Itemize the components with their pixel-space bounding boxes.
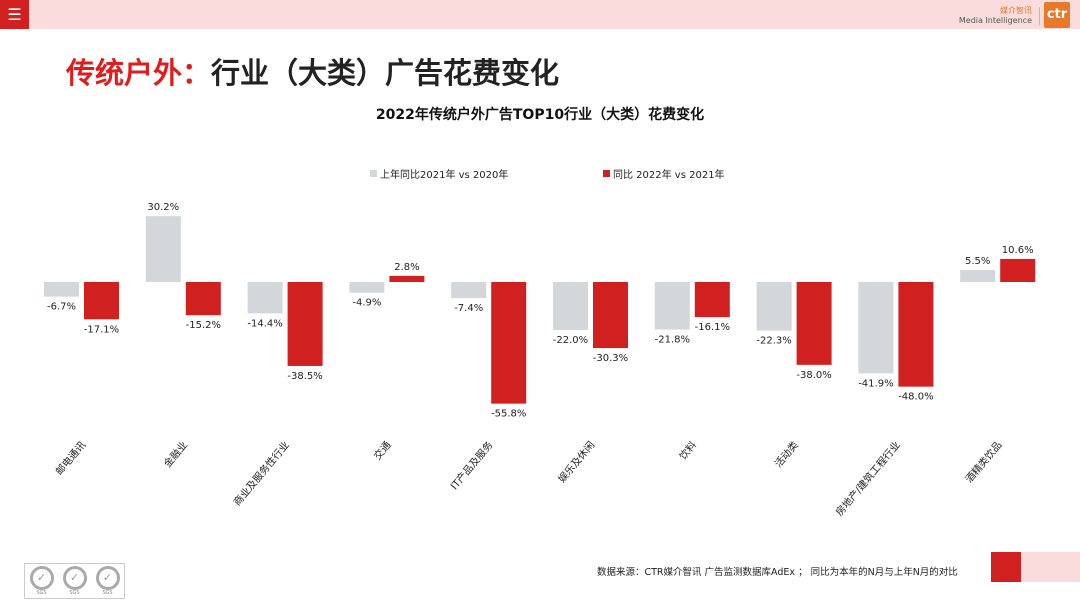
- footer-pink-block: [1021, 552, 1080, 582]
- category-label: 房地产/建筑工程行业: [833, 439, 903, 519]
- bar: [349, 282, 385, 293]
- bar: [898, 282, 934, 387]
- bar: [287, 282, 323, 366]
- bar: [84, 282, 119, 320]
- top-bar: [0, 0, 1080, 29]
- brand-en: Media Intelligence: [958, 16, 1032, 25]
- category-label: IT产品及服务: [448, 439, 496, 493]
- category-label: 酒精类饮品: [962, 439, 1004, 486]
- bar: [1000, 258, 1036, 282]
- data-label: -17.1%: [84, 324, 119, 335]
- data-label: -38.0%: [796, 370, 831, 381]
- data-label: -38.5%: [287, 371, 322, 382]
- sgs-seal: ✓ SGS: [62, 564, 87, 596]
- data-label: -15.2%: [186, 320, 221, 331]
- check-icon: ✓: [95, 566, 120, 590]
- bar: [756, 282, 792, 331]
- cert-label: SGS: [102, 590, 113, 596]
- legend-swatch: [603, 170, 610, 177]
- data-label: -55.8%: [491, 409, 526, 420]
- cert-label: SGS: [36, 590, 47, 596]
- cert-label: SGS: [69, 590, 80, 596]
- chart-title: 2022年传统户外广告TOP10行业（大类）花费变化: [376, 106, 704, 123]
- bar: [654, 282, 690, 330]
- bar: [389, 275, 425, 282]
- data-label: -4.9%: [352, 298, 381, 309]
- bar: [960, 270, 996, 282]
- bar: [44, 282, 79, 297]
- brand-cn: 媒介智讯: [1000, 6, 1032, 15]
- category-label: 金融业: [161, 439, 190, 470]
- data-label: 10.6%: [1002, 245, 1034, 256]
- bar: [858, 282, 894, 374]
- sgs-certification-logo: ✓ SGS ✓ SGS ✓ SGS: [24, 563, 125, 599]
- data-label: 30.2%: [147, 202, 179, 213]
- category-label: 娱乐及休闲: [555, 439, 597, 486]
- legend-label: 上年同比2021年 vs 2020年: [380, 168, 508, 181]
- category-label: 交通: [371, 439, 394, 463]
- category-label: 邮电通讯: [53, 439, 89, 478]
- hamburger-icon[interactable]: ☰: [0, 0, 29, 29]
- ctr-logo: ctr: [1044, 2, 1070, 28]
- title-part1: 传统户外：: [66, 56, 212, 90]
- legend-swatch: [370, 170, 377, 177]
- data-label: -6.7%: [47, 302, 76, 313]
- data-label: -16.1%: [695, 322, 730, 333]
- title-part2: 行业（大类）广告花费变化: [211, 56, 560, 90]
- sgs-seal: ✓ SGS: [29, 564, 54, 596]
- bar: [796, 282, 832, 365]
- data-source-note: 数据来源：CTR媒介智讯 广告监测数据库AdEx ； 同比为本年的N月与上年N月…: [597, 567, 958, 578]
- check-icon: ✓: [62, 566, 87, 590]
- bar: [145, 216, 181, 282]
- data-label: -21.8%: [655, 335, 690, 346]
- category-label: 饮料: [676, 439, 699, 463]
- data-label: -48.0%: [898, 392, 933, 403]
- footer-red-block: [991, 552, 1021, 582]
- data-label: -7.4%: [454, 303, 483, 314]
- bar: [185, 282, 221, 316]
- bar: [451, 282, 487, 299]
- bar: [247, 282, 283, 314]
- data-label: 5.5%: [965, 256, 990, 267]
- data-label: -41.9%: [858, 378, 893, 389]
- bar: [593, 282, 628, 349]
- check-icon: ✓: [29, 566, 54, 590]
- category-label: 活动类: [772, 439, 801, 470]
- divider: [1039, 7, 1040, 25]
- category-label: 商业及服务性行业: [231, 439, 292, 509]
- bar: [491, 282, 527, 404]
- bar: [553, 282, 588, 330]
- data-label: -22.3%: [756, 336, 791, 347]
- data-label: -22.0%: [553, 335, 588, 346]
- page-title: 传统户外：行业（大类）广告花费变化: [66, 50, 559, 92]
- data-label: -14.4%: [247, 318, 282, 329]
- sgs-seal: ✓ SGS: [95, 564, 120, 596]
- data-label: -30.3%: [593, 353, 628, 364]
- legend-label: 同比 2022年 vs 2021年: [613, 168, 725, 181]
- data-label: 2.8%: [394, 262, 419, 273]
- bar: [694, 282, 730, 318]
- brand-text: 媒介智讯 Media Intelligence: [959, 6, 1032, 26]
